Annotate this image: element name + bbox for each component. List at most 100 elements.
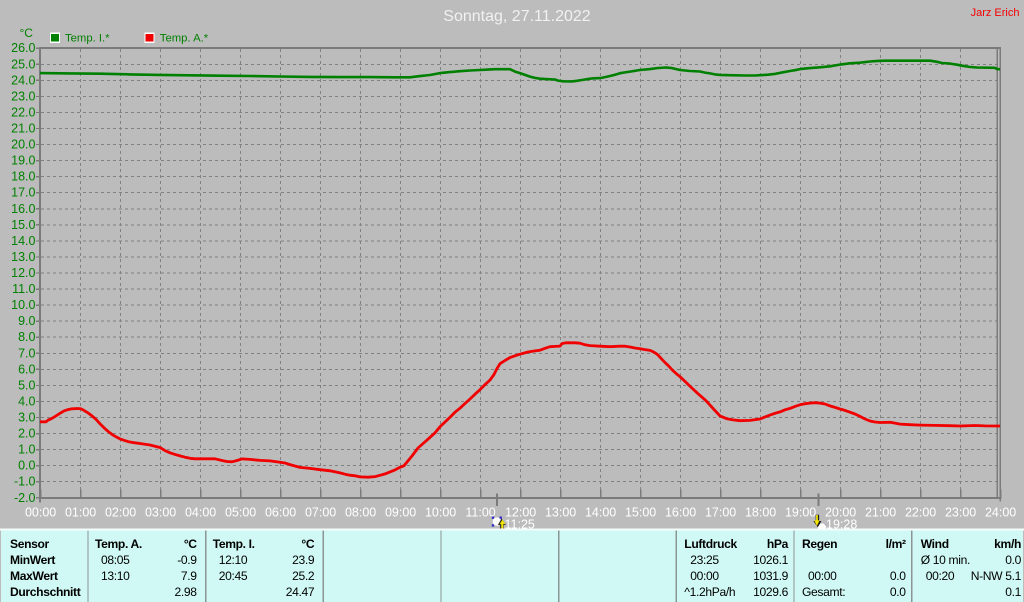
svg-text:00:00: 00:00 bbox=[25, 505, 56, 519]
svg-text:22:00: 22:00 bbox=[905, 505, 936, 519]
svg-text:26.0: 26.0 bbox=[11, 41, 35, 55]
svg-text:Sensor: Sensor bbox=[10, 537, 50, 551]
svg-text:l/m²: l/m² bbox=[886, 537, 906, 551]
svg-text:07:00: 07:00 bbox=[305, 505, 336, 519]
svg-text:23:25: 23:25 bbox=[690, 553, 719, 567]
svg-text:-2.0: -2.0 bbox=[14, 491, 36, 505]
svg-text:09:00: 09:00 bbox=[385, 505, 416, 519]
svg-text:Temp. A.: Temp. A. bbox=[95, 537, 142, 551]
svg-text:15:00: 15:00 bbox=[625, 505, 656, 519]
svg-text:24.0: 24.0 bbox=[11, 73, 35, 87]
svg-text:24:00: 24:00 bbox=[985, 505, 1016, 519]
svg-text:-1.0: -1.0 bbox=[14, 475, 36, 489]
svg-text:15.0: 15.0 bbox=[11, 218, 35, 232]
svg-text:7.0: 7.0 bbox=[18, 346, 35, 360]
svg-text:7.9: 7.9 bbox=[181, 569, 197, 583]
svg-text:MaxWert: MaxWert bbox=[10, 569, 58, 583]
svg-text:19:28: 19:28 bbox=[826, 518, 857, 532]
svg-text:MinWert: MinWert bbox=[10, 553, 55, 567]
svg-text:12:10: 12:10 bbox=[219, 553, 248, 567]
svg-text:0.0: 0.0 bbox=[890, 569, 906, 583]
svg-text:18:00: 18:00 bbox=[745, 505, 776, 519]
svg-text:20:45: 20:45 bbox=[219, 569, 248, 583]
svg-text:Temp. A.*: Temp. A.* bbox=[160, 33, 209, 45]
svg-text:Durchschnitt: Durchschnitt bbox=[10, 585, 81, 599]
svg-text:16.0: 16.0 bbox=[11, 202, 35, 216]
svg-text:Wind: Wind bbox=[921, 537, 949, 551]
svg-text:23:00: 23:00 bbox=[945, 505, 976, 519]
svg-text:°C: °C bbox=[184, 537, 197, 551]
svg-text:^1.2hPa/h: ^1.2hPa/h bbox=[684, 585, 735, 599]
svg-text:km/h: km/h bbox=[994, 537, 1021, 551]
svg-text:00:00: 00:00 bbox=[690, 569, 719, 583]
svg-text:01:00: 01:00 bbox=[65, 505, 96, 519]
svg-text:19.0: 19.0 bbox=[11, 154, 35, 168]
svg-text:20.0: 20.0 bbox=[11, 138, 35, 152]
svg-text:0.0: 0.0 bbox=[890, 585, 906, 599]
svg-text:Regen: Regen bbox=[802, 537, 837, 551]
svg-text:9.0: 9.0 bbox=[18, 314, 35, 328]
svg-text:2.0: 2.0 bbox=[18, 427, 35, 441]
svg-text:20:00: 20:00 bbox=[825, 505, 856, 519]
svg-text:00:20: 00:20 bbox=[926, 569, 955, 583]
svg-text:12:00: 12:00 bbox=[505, 505, 536, 519]
svg-text:11:25: 11:25 bbox=[505, 518, 535, 532]
svg-text:0.1: 0.1 bbox=[1005, 585, 1021, 599]
svg-text:13:00: 13:00 bbox=[545, 505, 576, 519]
svg-text:13.0: 13.0 bbox=[11, 250, 35, 264]
svg-text:°C: °C bbox=[20, 26, 34, 40]
svg-text:0.0: 0.0 bbox=[18, 459, 35, 473]
svg-text:Ø 10 min.: Ø 10 min. bbox=[921, 553, 970, 567]
svg-text:03:00: 03:00 bbox=[145, 505, 176, 519]
svg-text:1026.1: 1026.1 bbox=[753, 553, 789, 567]
svg-text:1031.9: 1031.9 bbox=[753, 569, 789, 583]
svg-text:Gesamt:: Gesamt: bbox=[802, 585, 845, 599]
svg-text:5.0: 5.0 bbox=[18, 378, 35, 392]
svg-text:6.0: 6.0 bbox=[18, 362, 35, 376]
svg-text:Sonntag, 27.11.2022: Sonntag, 27.11.2022 bbox=[443, 8, 590, 25]
svg-text:05:00: 05:00 bbox=[225, 505, 256, 519]
svg-text:2.98: 2.98 bbox=[175, 585, 198, 599]
svg-text:hPa: hPa bbox=[767, 537, 789, 551]
svg-text:N-NW 5.1: N-NW 5.1 bbox=[971, 569, 1022, 583]
svg-text:-0.9: -0.9 bbox=[177, 553, 197, 567]
svg-text:25.2: 25.2 bbox=[292, 569, 315, 583]
svg-text:17.0: 17.0 bbox=[11, 186, 35, 200]
svg-text:1.0: 1.0 bbox=[18, 443, 35, 457]
svg-text:25.0: 25.0 bbox=[11, 57, 35, 71]
svg-text:24.47: 24.47 bbox=[286, 585, 315, 599]
svg-text:02:00: 02:00 bbox=[105, 505, 136, 519]
svg-text:°C: °C bbox=[301, 537, 314, 551]
svg-text:06:00: 06:00 bbox=[265, 505, 296, 519]
svg-text:21:00: 21:00 bbox=[865, 505, 896, 519]
svg-text:17:00: 17:00 bbox=[705, 505, 736, 519]
svg-text:3.0: 3.0 bbox=[18, 411, 35, 425]
svg-text:22.0: 22.0 bbox=[11, 105, 35, 119]
svg-text:12.0: 12.0 bbox=[11, 266, 35, 280]
svg-text:14.0: 14.0 bbox=[11, 234, 35, 248]
svg-text:08:00: 08:00 bbox=[345, 505, 376, 519]
svg-text:04:00: 04:00 bbox=[185, 505, 216, 519]
svg-text:0.0: 0.0 bbox=[1005, 553, 1021, 567]
svg-text:10:00: 10:00 bbox=[425, 505, 456, 519]
svg-text:23.0: 23.0 bbox=[11, 89, 35, 103]
svg-text:19:00: 19:00 bbox=[785, 505, 816, 519]
svg-text:11.0: 11.0 bbox=[12, 282, 35, 296]
svg-text:13:10: 13:10 bbox=[101, 569, 130, 583]
svg-text:11:00: 11:00 bbox=[465, 505, 495, 519]
svg-text:08:05: 08:05 bbox=[101, 553, 130, 567]
svg-text:18.0: 18.0 bbox=[11, 170, 35, 184]
svg-text:00:00: 00:00 bbox=[808, 569, 837, 583]
svg-text:23.9: 23.9 bbox=[292, 553, 315, 567]
svg-text:Jarz Erich: Jarz Erich bbox=[971, 7, 1020, 19]
svg-text:Temp. I.*: Temp. I.* bbox=[65, 33, 110, 45]
svg-text:4.0: 4.0 bbox=[18, 395, 35, 409]
svg-text:Luftdruck: Luftdruck bbox=[684, 537, 737, 551]
svg-text:21.0: 21.0 bbox=[11, 122, 35, 136]
svg-text:Temp. I.: Temp. I. bbox=[213, 537, 255, 551]
svg-text:16:00: 16:00 bbox=[665, 505, 696, 519]
svg-text:10.0: 10.0 bbox=[11, 298, 35, 312]
svg-text:8.0: 8.0 bbox=[18, 330, 35, 344]
svg-text:14:00: 14:00 bbox=[585, 505, 616, 519]
svg-text:1029.6: 1029.6 bbox=[753, 585, 789, 599]
